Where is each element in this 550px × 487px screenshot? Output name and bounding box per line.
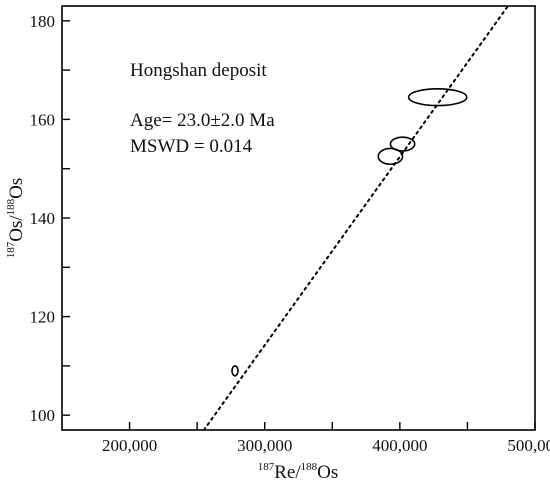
mswd-label: MSWD = 0.014 xyxy=(130,136,253,157)
y-axis-title-base1: Os/ xyxy=(6,215,27,242)
y-axis-ticks: 100 120 140 160 180 xyxy=(30,12,70,425)
deposit-label: Hongshan deposit xyxy=(130,60,267,81)
chart-marks xyxy=(202,5,509,431)
x-tick-label: 300,000 xyxy=(237,436,292,455)
x-axis-title-base2: Os xyxy=(317,462,338,483)
y-axis-title-sup2: 188 xyxy=(5,198,17,215)
x-axis-title-sup2: 188 xyxy=(301,461,318,473)
x-axis-title: 187Re/188Os xyxy=(258,461,339,483)
y-axis-title-sup1: 187 xyxy=(5,241,17,258)
y-tick-label: 180 xyxy=(30,12,56,31)
y-tick-label: 140 xyxy=(30,209,56,228)
x-tick-label: 400,000 xyxy=(372,436,427,455)
isochron-line xyxy=(202,5,509,431)
x-axis-title-sup1: 187 xyxy=(258,461,275,473)
x-tick-label: 500,000 xyxy=(507,436,550,455)
error-ellipse xyxy=(377,147,404,166)
y-axis-title-base2: Os xyxy=(6,178,27,199)
x-axis-title-base1: Re/ xyxy=(274,462,301,483)
x-tick-label: 200,000 xyxy=(102,436,157,455)
y-axis-title: 187Os/188Os xyxy=(5,178,27,259)
age-label: Age= 23.0±2.0 Ma xyxy=(130,110,275,131)
error-ellipse xyxy=(231,365,239,377)
y-tick-label: 120 xyxy=(30,308,56,327)
x-axis-ticks: 200,000 300,000 400,000 500,000 xyxy=(102,422,550,455)
y-tick-label: 160 xyxy=(30,110,56,129)
error-ellipse xyxy=(407,88,468,107)
error-ellipse xyxy=(389,136,416,152)
y-tick-label: 100 xyxy=(30,406,56,425)
